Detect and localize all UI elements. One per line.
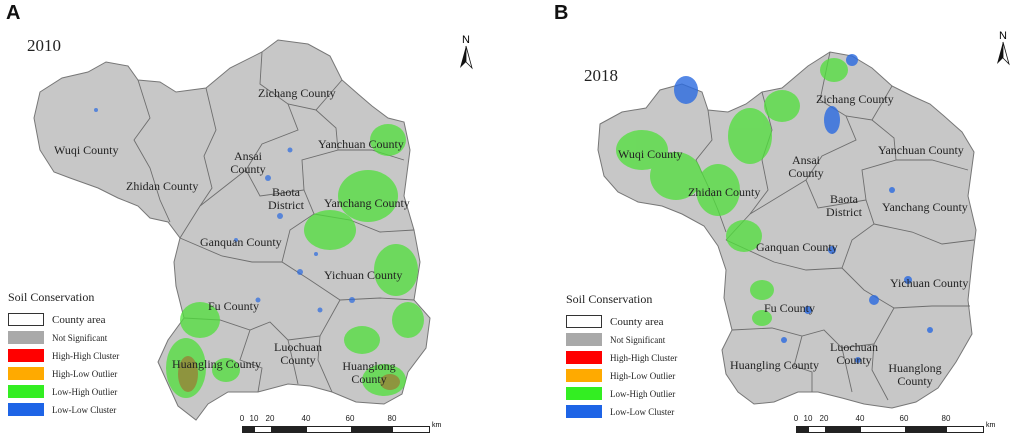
legend-swatch xyxy=(566,315,602,328)
legend-item: Low-High Outlier xyxy=(8,383,168,400)
legend: Soil Conservation County area Not Signif… xyxy=(566,292,726,421)
county-label-yanchuan: Yanchuan County xyxy=(878,143,964,157)
legend-item: High-Low Outlier xyxy=(566,367,726,384)
legend-swatch xyxy=(8,331,44,344)
legend-item: Low-High Outlier xyxy=(566,385,726,402)
legend-swatch xyxy=(8,367,44,380)
panel-letter: A xyxy=(6,2,21,24)
map-panel-a: A 2010 xyxy=(6,2,477,433)
legend-item: Not Significant xyxy=(566,331,726,348)
legend-item: County area xyxy=(8,311,168,328)
legend-swatch xyxy=(566,387,602,400)
county-label-yanchang: Yanchang County xyxy=(324,196,410,210)
region-outline xyxy=(597,51,977,409)
county-label-zhidan: Zhidan County xyxy=(126,179,199,193)
panel-letter: B xyxy=(554,2,569,24)
county-map xyxy=(33,39,431,421)
legend-item: Low-Low Cluster xyxy=(8,401,168,418)
county-label-ansai: Ansai County xyxy=(788,153,824,180)
legend-swatch xyxy=(8,313,44,326)
county-label-luochuan: Luochuan County xyxy=(830,340,878,367)
legend-item: County area xyxy=(566,313,726,330)
county-label-yichuan: Yichuan County xyxy=(324,268,403,282)
county-label-ganquan: Ganquan County xyxy=(200,235,282,249)
north-arrow-icon: N xyxy=(455,34,477,78)
county-label-wuqi: Wuqi County xyxy=(618,147,683,161)
county-label-huangling: Huangling County xyxy=(172,357,261,371)
legend-title: Soil Conservation xyxy=(8,290,95,304)
county-map xyxy=(597,51,977,409)
county-label-zichang: Zichang County xyxy=(816,92,894,106)
county-label-yanchuan: Yanchuan County xyxy=(318,137,404,151)
county-label-fu: Fu County xyxy=(764,301,816,315)
county-label-huanglong: Huanglong County xyxy=(888,361,942,388)
map-year: 2018 xyxy=(584,66,618,85)
county-label-ansai: Ansai County xyxy=(230,149,266,176)
region-outline xyxy=(33,39,431,421)
legend-title: Soil Conservation xyxy=(566,292,653,306)
legend-swatch xyxy=(566,333,602,346)
legend-swatch xyxy=(8,349,44,362)
legend-item: Not Significant xyxy=(8,329,168,346)
legend-item: High-High Cluster xyxy=(566,349,726,366)
legend-item: Low-Low Cluster xyxy=(566,403,726,420)
county-label-baota: Baota District xyxy=(268,185,304,212)
north-arrow-icon: N xyxy=(992,30,1014,74)
legend-swatch xyxy=(8,403,44,416)
legend-swatch xyxy=(566,351,602,364)
scale-bar: 0 10 20 40 60 80 km xyxy=(794,414,996,433)
map-panel-b: B 2018 xyxy=(512,0,1024,434)
county-label-zhidan: Zhidan County xyxy=(688,185,761,199)
legend-swatch xyxy=(566,405,602,418)
county-label-yanchang: Yanchang County xyxy=(882,200,968,214)
county-label-wuqi: Wuqi County xyxy=(54,143,119,157)
legend-item: High-High Cluster xyxy=(8,347,168,364)
county-label-huanglong: Huanglong County xyxy=(342,359,396,386)
legend: Soil Conservation County area Not Signif… xyxy=(8,290,168,419)
legend-swatch xyxy=(8,385,44,398)
county-label-baota: Baota District xyxy=(826,192,862,219)
map-year: 2010 xyxy=(27,36,61,55)
scale-bar: 0 10 20 40 60 80 km xyxy=(240,414,442,433)
county-label-zichang: Zichang County xyxy=(258,86,336,100)
county-label-luochuan: Luochuan County xyxy=(274,340,322,367)
county-label-huangling: Huangling County xyxy=(730,358,819,372)
legend-item: High-Low Outlier xyxy=(8,365,168,382)
legend-swatch xyxy=(566,369,602,382)
county-label-ganquan: Ganquan County xyxy=(756,240,838,254)
county-label-fu: Fu County xyxy=(208,299,260,313)
county-label-yichuan: Yichuan County xyxy=(890,276,969,290)
